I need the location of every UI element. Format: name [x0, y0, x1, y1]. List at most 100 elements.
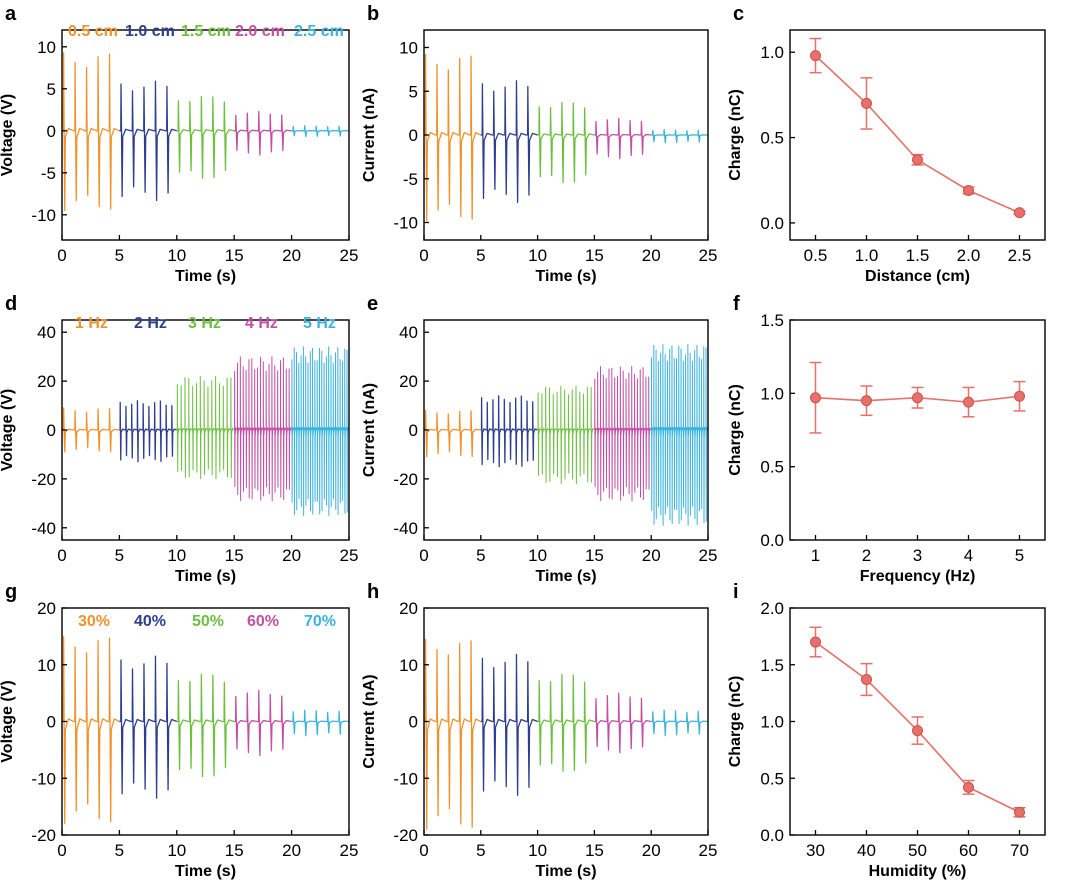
series-line-b-4: [594, 117, 652, 160]
series-line-g-5: [291, 709, 350, 737]
series-line-b-3: [537, 102, 595, 184]
y-tick-label: 0: [409, 126, 418, 145]
data-point: [963, 396, 974, 408]
y-tick-label: 1.0: [760, 713, 784, 732]
x-tick-label: 0: [419, 246, 428, 265]
series-line-d-1: [62, 407, 120, 453]
y-tick-label: 1.5: [760, 311, 784, 330]
data-point: [1014, 806, 1025, 818]
x-tick-label: 2.5: [1008, 246, 1032, 265]
series-line-a-5: [291, 125, 350, 138]
x-tick-label: 1.5: [906, 246, 930, 265]
series-line-h-2: [480, 653, 538, 796]
x-tick-label: 5: [476, 841, 485, 860]
data-point: [1014, 207, 1025, 219]
series-line-d-5: [291, 346, 350, 517]
x-tick-label: 25: [699, 841, 718, 860]
x-tick-label: 25: [340, 841, 359, 860]
data-point: [861, 395, 872, 407]
y-tick-label: 0.5: [760, 769, 784, 788]
x-tick-label: 0: [419, 841, 428, 860]
legend-entry: 0.5 cm: [68, 23, 118, 40]
legend-entry: 60%: [247, 613, 279, 630]
y-tick-label: 20: [399, 599, 418, 618]
x-tick-label: 20: [642, 546, 661, 565]
series-line-h-5: [651, 709, 709, 737]
y-tick-label: 0.5: [760, 458, 784, 477]
x-tick-label: 60: [959, 841, 978, 860]
x-tick-label: 20: [642, 246, 661, 265]
legend-entry: 2.0 cm: [235, 23, 285, 40]
x-tick-label: 0: [57, 841, 66, 860]
y-tick-label: 10: [37, 38, 56, 57]
axes-frame: [789, 29, 1046, 241]
series-line-h-3: [537, 673, 595, 772]
y-tick-label: 0.0: [760, 531, 784, 550]
x-tick-label: 40: [857, 841, 876, 860]
x-tick-label: 1: [811, 546, 820, 565]
legend-entry: 1 Hz: [75, 315, 108, 332]
series-line-a-2: [119, 80, 177, 202]
chart-a: 0 5 10 15 20 25 -10 -5 0 5 10 Time (s) Voltage (V) a 0…: [0, 3, 358, 285]
x-tick-label: 50: [908, 841, 927, 860]
legend-entry: 50%: [192, 613, 224, 630]
x-tick-label: 3: [913, 546, 922, 565]
x-tick-label: 70: [1010, 841, 1029, 860]
axes-frame: [61, 29, 350, 241]
x-tick-label: 15: [225, 246, 244, 265]
x-tick-label: 30: [806, 841, 825, 860]
y-tick-label: 0.0: [760, 826, 784, 845]
legend-entry: 30%: [78, 613, 110, 630]
data-point: [963, 781, 974, 793]
data-point: [912, 725, 923, 737]
y-tick-label: -20: [31, 826, 56, 845]
y-tick-label: -10: [31, 206, 56, 225]
y-tick-label: 5: [409, 82, 418, 101]
y-axis-label: Current (nA): [361, 674, 378, 768]
y-tick-label: 20: [37, 599, 56, 618]
y-axis-label: Charge (nC): [727, 384, 744, 476]
y-tick-label: 0: [47, 421, 56, 440]
x-tick-label: 20: [642, 841, 661, 860]
y-tick-label: 1.0: [760, 384, 784, 403]
series-line-d-4: [234, 356, 293, 502]
legend-entry: 5 Hz: [303, 315, 336, 332]
series-line-a-1: [62, 52, 120, 212]
panel-label-f: f: [733, 293, 740, 315]
x-tick-label: 25: [340, 546, 359, 565]
y-tick-label: 20: [399, 372, 418, 391]
legend-entry: 4 Hz: [245, 315, 278, 332]
legend-entry: 40%: [134, 613, 166, 630]
y-tick-label: 2.0: [760, 599, 784, 618]
series-line-d-2: [119, 400, 178, 463]
y-tick-label: 0: [409, 421, 418, 440]
panel-label-h: h: [367, 581, 379, 603]
x-tick-label: 2: [862, 546, 871, 565]
x-axis-label: Time (s): [175, 568, 236, 585]
y-tick-label: -10: [393, 214, 418, 233]
x-tick-label: 4: [964, 546, 973, 565]
y-tick-label: 0.5: [760, 129, 784, 148]
y-axis-label: Charge (nC): [727, 89, 744, 181]
data-point: [810, 636, 821, 648]
panel-label-b: b: [367, 3, 379, 25]
y-tick-label: 0: [409, 713, 418, 732]
chart-i: 30 40 50 60 70 0.0 0.5 1.0 1.5 2.0 Humidity (%) Cha…: [727, 581, 1046, 880]
chart-h: 0 5 10 15 20 25 -20 -10 0 10 20 Time (s) Current (nA…: [361, 581, 717, 880]
y-tick-label: 10: [399, 39, 418, 58]
x-tick-label: 15: [585, 546, 604, 565]
x-axis-label: Time (s): [175, 268, 236, 285]
y-tick-label: 10: [37, 656, 56, 675]
x-tick-label: 25: [699, 246, 718, 265]
x-tick-label: 0.5: [804, 246, 828, 265]
y-axis-label: Voltage (V): [0, 389, 16, 471]
x-tick-label: 10: [167, 841, 186, 860]
series-line-e-1: [424, 409, 481, 458]
x-tick-label: 15: [585, 246, 604, 265]
y-tick-label: 10: [399, 656, 418, 675]
x-axis-label: Time (s): [535, 568, 596, 585]
y-tick-label: 1.0: [760, 43, 784, 62]
x-tick-label: 10: [528, 246, 547, 265]
y-tick-label: -20: [393, 470, 418, 489]
